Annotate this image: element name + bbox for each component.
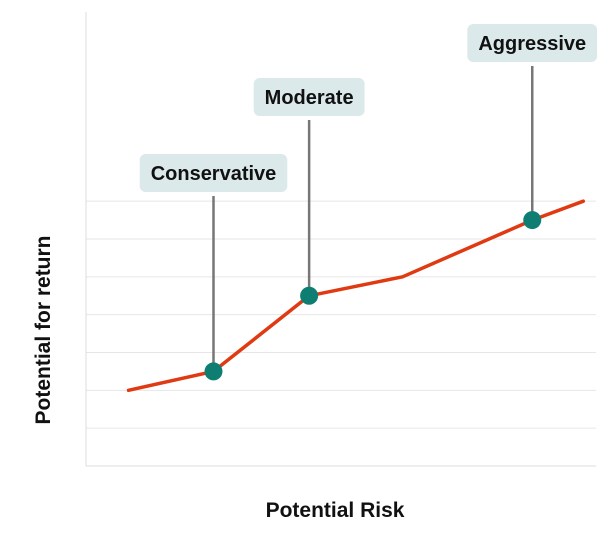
- series-line: [126, 199, 586, 393]
- callout-conservative: Conservative: [139, 154, 288, 192]
- data-markers: [204, 211, 542, 381]
- gridlines: [86, 200, 596, 429]
- data-point-aggressive: [523, 211, 542, 230]
- callout-box: [467, 24, 598, 62]
- callout-label: Conservative: [151, 163, 277, 185]
- callout-label: Aggressive: [478, 33, 586, 55]
- data-point-conservative: [204, 362, 223, 381]
- data-point-moderate: [300, 286, 319, 305]
- callout-moderate: Moderate: [253, 78, 365, 116]
- callout-leaders: [212, 66, 534, 372]
- callout-box: [139, 154, 288, 192]
- x-axis-title: Potential Risk: [266, 499, 405, 522]
- callout-label: Moderate: [265, 87, 354, 109]
- callout-box: [253, 78, 365, 116]
- y-axis-title: Potential for return: [32, 235, 55, 424]
- callout-aggressive: Aggressive: [467, 24, 598, 62]
- callouts: Conservative Moderate Aggressive: [139, 24, 598, 192]
